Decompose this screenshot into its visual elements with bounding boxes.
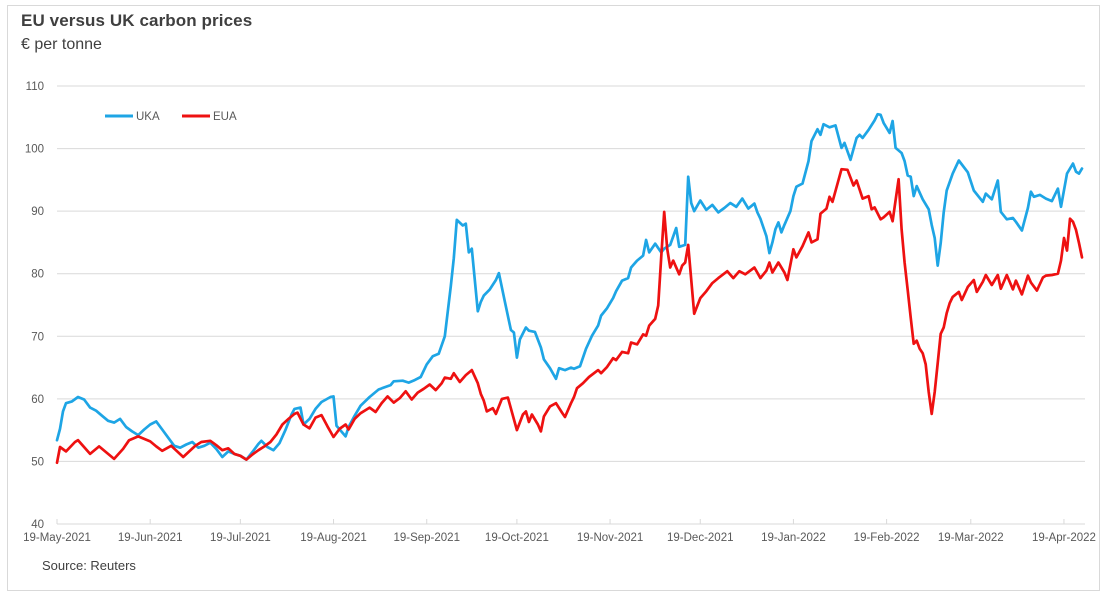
y-axis-label: 70	[31, 331, 44, 343]
legend-label-uka: UKA	[136, 111, 160, 123]
x-axis-label: 19-Feb-2022	[854, 532, 920, 544]
chart-subtitle: € per tonne	[21, 36, 102, 53]
chart-frame	[7, 5, 1100, 591]
y-axis-label: 50	[31, 456, 44, 468]
x-axis-label: 19-May-2021	[23, 532, 91, 544]
legend-label-eua: EUA	[213, 111, 237, 123]
x-axis-label: 19-Oct-2021	[485, 532, 549, 544]
eua-price-line	[55, 167, 1084, 465]
source-note: Source: Reuters	[42, 558, 136, 573]
y-axis-label: 80	[31, 269, 44, 281]
y-axis-label: 110	[26, 81, 44, 93]
x-axis-label: 19-Dec-2021	[667, 532, 733, 544]
y-axis-label: 90	[31, 206, 44, 218]
x-axis-label: 19-Jul-2021	[210, 532, 271, 544]
x-axis-label: 19-Apr-2022	[1032, 532, 1096, 544]
y-axis-label: 100	[25, 144, 44, 156]
uka-price-line	[55, 112, 1084, 461]
y-axis-label: 60	[31, 394, 44, 406]
x-axis-label: 19-Mar-2022	[938, 532, 1004, 544]
y-axis-label: 40	[31, 519, 44, 531]
x-axis-label: 19-Sep-2021	[393, 532, 460, 544]
x-axis-label: 19-Nov-2021	[577, 532, 643, 544]
x-axis-label: 19-Aug-2021	[300, 532, 367, 544]
x-axis-label: 19-Jun-2021	[118, 532, 183, 544]
x-axis-label: 19-Jan-2022	[761, 532, 826, 544]
chart-title: EU versus UK carbon prices	[21, 11, 253, 30]
